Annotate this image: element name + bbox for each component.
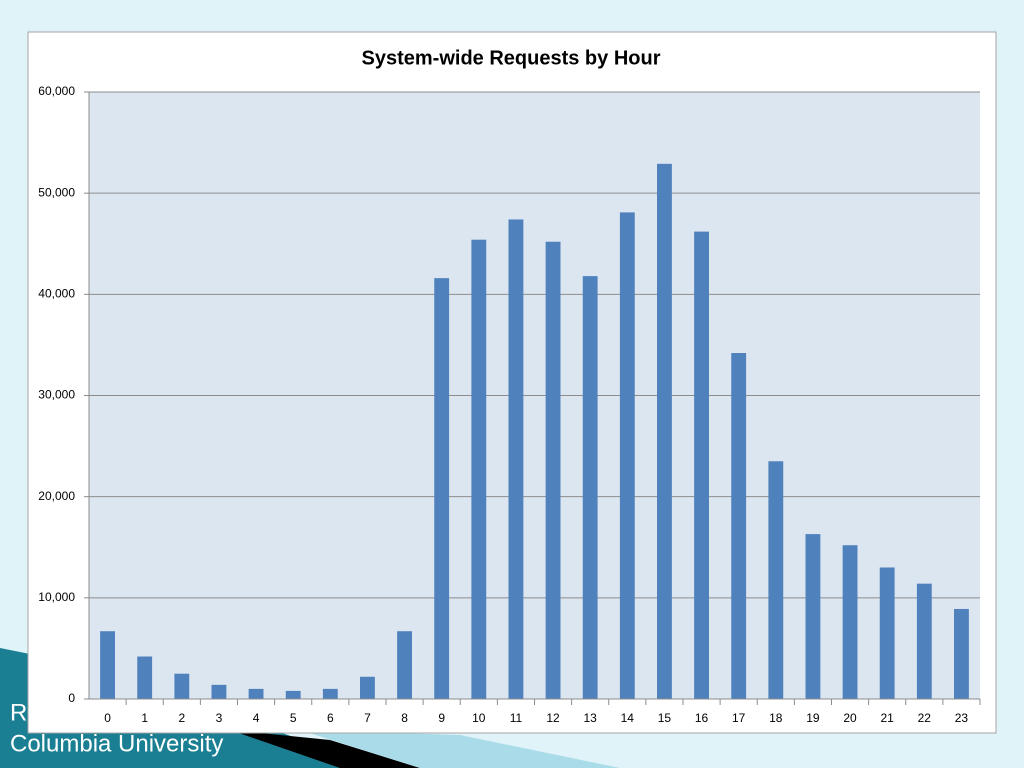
bar bbox=[545, 241, 561, 699]
x-tick-label: 10 bbox=[472, 711, 486, 725]
x-tick-label: 20 bbox=[843, 711, 857, 725]
x-tick-label: 23 bbox=[955, 711, 969, 725]
x-tick-label: 19 bbox=[806, 711, 820, 725]
bar bbox=[768, 461, 784, 699]
bar bbox=[471, 239, 487, 699]
bar bbox=[397, 631, 412, 699]
bar bbox=[879, 567, 895, 699]
bar bbox=[174, 673, 190, 699]
x-tick-label: 2 bbox=[178, 711, 185, 725]
x-tick-label: 5 bbox=[290, 711, 297, 725]
bar bbox=[434, 278, 450, 699]
decor-wave-light bbox=[300, 730, 620, 768]
x-tick-label: 4 bbox=[253, 711, 260, 725]
x-tick-label: 0 bbox=[104, 711, 111, 725]
y-tick-label: 40,000 bbox=[38, 287, 75, 301]
y-tick-label: 30,000 bbox=[38, 388, 75, 402]
x-tick-label: 14 bbox=[621, 711, 635, 725]
bar bbox=[211, 684, 227, 699]
footer-line: R bbox=[10, 699, 27, 726]
x-tick-label: 16 bbox=[695, 711, 709, 725]
bar bbox=[137, 656, 153, 699]
bar bbox=[805, 534, 821, 699]
bar bbox=[619, 212, 635, 699]
footer-line: Columbia University bbox=[10, 730, 223, 757]
x-tick-label: 11 bbox=[510, 711, 523, 725]
x-tick-label: 18 bbox=[769, 711, 783, 725]
bar bbox=[360, 676, 375, 699]
x-tick-label: 6 bbox=[327, 711, 334, 725]
bar bbox=[916, 583, 932, 699]
bar bbox=[285, 690, 301, 699]
y-tick-label: 60,000 bbox=[38, 84, 75, 98]
y-tick-label: 10,000 bbox=[38, 590, 75, 604]
x-tick-label: 22 bbox=[918, 711, 932, 725]
bar bbox=[322, 688, 338, 699]
bar bbox=[842, 545, 858, 699]
chart-title: System-wide Requests by Hour bbox=[362, 47, 661, 69]
x-tick-label: 9 bbox=[438, 711, 445, 725]
x-tick-label: 13 bbox=[584, 711, 598, 725]
x-tick-label: 8 bbox=[401, 711, 408, 725]
x-tick-label: 1 bbox=[141, 711, 148, 725]
x-tick-label: 3 bbox=[216, 711, 223, 725]
bar bbox=[248, 688, 264, 699]
bar bbox=[954, 608, 969, 699]
y-tick-label: 20,000 bbox=[38, 489, 75, 503]
bar bbox=[100, 631, 115, 699]
decor-stripe bbox=[230, 730, 420, 768]
bar bbox=[582, 276, 598, 699]
y-tick-label: 50,000 bbox=[38, 185, 75, 199]
x-tick-label: 7 bbox=[364, 711, 371, 725]
x-tick-label: 21 bbox=[881, 711, 895, 725]
bar bbox=[508, 219, 524, 699]
bar bbox=[657, 163, 672, 699]
y-tick-label: 0 bbox=[68, 691, 75, 705]
x-tick-label: 17 bbox=[732, 711, 746, 725]
bar bbox=[731, 353, 747, 699]
x-tick-label: 15 bbox=[658, 711, 672, 725]
bar bbox=[694, 231, 709, 700]
x-tick-label: 12 bbox=[546, 711, 560, 725]
